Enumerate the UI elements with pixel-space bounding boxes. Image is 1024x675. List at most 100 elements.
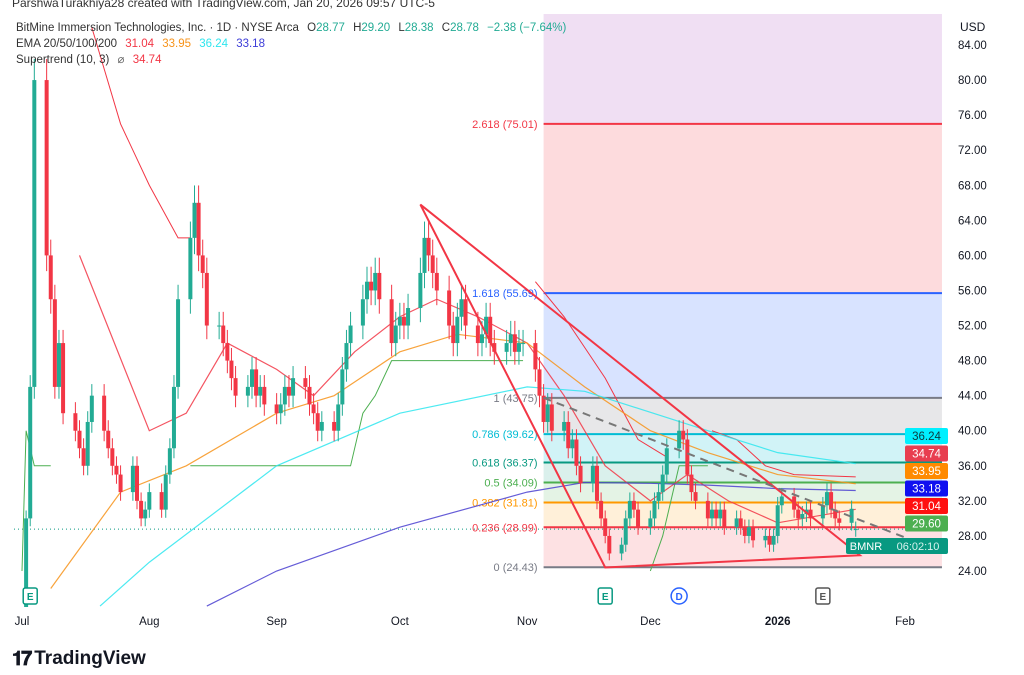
candle-body	[594, 465, 599, 501]
candle-body	[147, 492, 152, 510]
earnings-marker-icon	[815, 587, 831, 605]
candle-body	[245, 386, 250, 396]
fib-zone	[543, 293, 942, 398]
tradingview-logo[interactable]: 𝟏𝟕 TradingView	[12, 648, 146, 670]
supertrend-legend[interactable]: Supertrend (10, 3) ⌀ 34.74	[16, 52, 571, 68]
price-tag	[905, 428, 948, 444]
candle-body	[274, 404, 279, 414]
candle-body	[533, 343, 538, 370]
ema-label: EMA 20/50/100/200	[16, 38, 118, 50]
ema100-value: 36.24	[199, 38, 228, 50]
candle-body	[693, 492, 698, 501]
candle-body	[578, 465, 583, 484]
open-value: 28.77	[316, 22, 345, 34]
candle-body	[709, 509, 714, 519]
candle-body	[110, 448, 115, 466]
fib-zone	[543, 397, 942, 435]
candle-body	[393, 325, 398, 344]
candle-body	[118, 474, 123, 493]
price-tag-value: 34.74	[912, 449, 941, 461]
y-tick-label: 44.00	[958, 391, 987, 403]
fib-level-label: 0.786 (39.62)	[472, 429, 537, 441]
symbol-title: BitMine Immersion Technologies, Inc. · 1…	[16, 22, 299, 34]
candle-body	[278, 404, 283, 414]
fib-zone	[543, 123, 942, 294]
candle-body	[549, 404, 554, 431]
candle-body	[229, 360, 234, 379]
y-tick-label: 40.00	[958, 426, 987, 438]
candle-body	[829, 492, 834, 510]
ema-legend[interactable]: EMA 20/50/100/200 31.04 33.95 36.24 33.1…	[16, 36, 571, 52]
ema200-value: 33.18	[236, 38, 265, 50]
candle-body	[434, 272, 439, 291]
candle-body	[775, 505, 780, 536]
candle-body	[607, 535, 612, 554]
candle-body	[521, 343, 526, 345]
candle-body	[143, 509, 148, 519]
y-tick-label: 76.00	[958, 110, 987, 122]
price-tag-value: 33.95	[912, 466, 941, 478]
candle-body	[447, 290, 452, 326]
candle-body	[291, 378, 296, 396]
candle-body	[623, 518, 628, 545]
candle-body	[336, 404, 341, 431]
y-tick-label: 80.00	[958, 75, 987, 87]
candle-body	[681, 430, 686, 440]
close-value: 28.78	[450, 22, 479, 34]
open-label: O	[307, 22, 317, 34]
marker-label: E	[602, 592, 609, 603]
currency-label[interactable]: USD	[960, 20, 986, 34]
candle-body	[820, 505, 825, 519]
candle-body	[648, 518, 653, 528]
candle-body	[56, 343, 61, 387]
candle-body	[204, 272, 209, 326]
price-tag-value: 31.04	[912, 501, 941, 513]
candle-body	[340, 369, 345, 405]
candle-body	[488, 316, 493, 344]
candle-body	[705, 500, 710, 519]
candle-body	[48, 255, 53, 300]
x-tick-label: 2026	[765, 616, 791, 628]
symbol-line: BitMine Immersion Technologies, Inc. · 1…	[16, 20, 571, 36]
candle-body	[225, 343, 230, 361]
candle-body	[139, 500, 144, 519]
candle-body	[102, 395, 107, 431]
fib-level-label: 1.618 (55.69)	[472, 288, 537, 300]
supertrend-line	[91, 27, 191, 239]
y-tick-label: 72.00	[958, 145, 987, 157]
candle-body	[364, 281, 369, 300]
candle-body	[20, 607, 24, 608]
price-tag-value: 36.24	[912, 431, 941, 443]
chart-legend: BitMine Immersion Technologies, Inc. · 1…	[16, 20, 571, 68]
earnings-marker-icon	[597, 587, 613, 605]
candle-body	[73, 413, 78, 431]
hidden-eye-icon[interactable]: ⌀	[117, 54, 125, 66]
candle-body	[397, 316, 402, 326]
fib-zone	[543, 482, 942, 503]
candle-body	[389, 299, 394, 344]
candle-body	[282, 386, 287, 405]
y-tick-label: 68.00	[958, 180, 987, 192]
x-tick-label: Jul	[15, 616, 30, 628]
y-tick-label: 56.00	[958, 285, 987, 297]
candle-body	[344, 343, 349, 370]
tv-logo-icon: 𝟏𝟕	[12, 648, 32, 670]
close-label: C	[441, 22, 451, 34]
y-tick-label: 28.00	[958, 531, 987, 543]
y-tick-label: 52.00	[958, 321, 987, 333]
supertrend-line	[534, 281, 668, 458]
candle-body	[192, 202, 197, 238]
fib-zone	[543, 434, 942, 463]
price-tag	[905, 445, 948, 462]
dashed-trendline	[543, 396, 943, 553]
candle-body	[176, 299, 181, 387]
candle-body	[426, 237, 431, 256]
x-tick-label: Sep	[266, 616, 286, 628]
candle-body	[660, 474, 665, 493]
ohlc-open: O28.77	[307, 22, 345, 34]
candle-body	[734, 518, 739, 528]
candle-body	[590, 465, 595, 484]
fib-level-label: 0 (24.43)	[494, 562, 538, 574]
candle-body	[824, 492, 829, 506]
